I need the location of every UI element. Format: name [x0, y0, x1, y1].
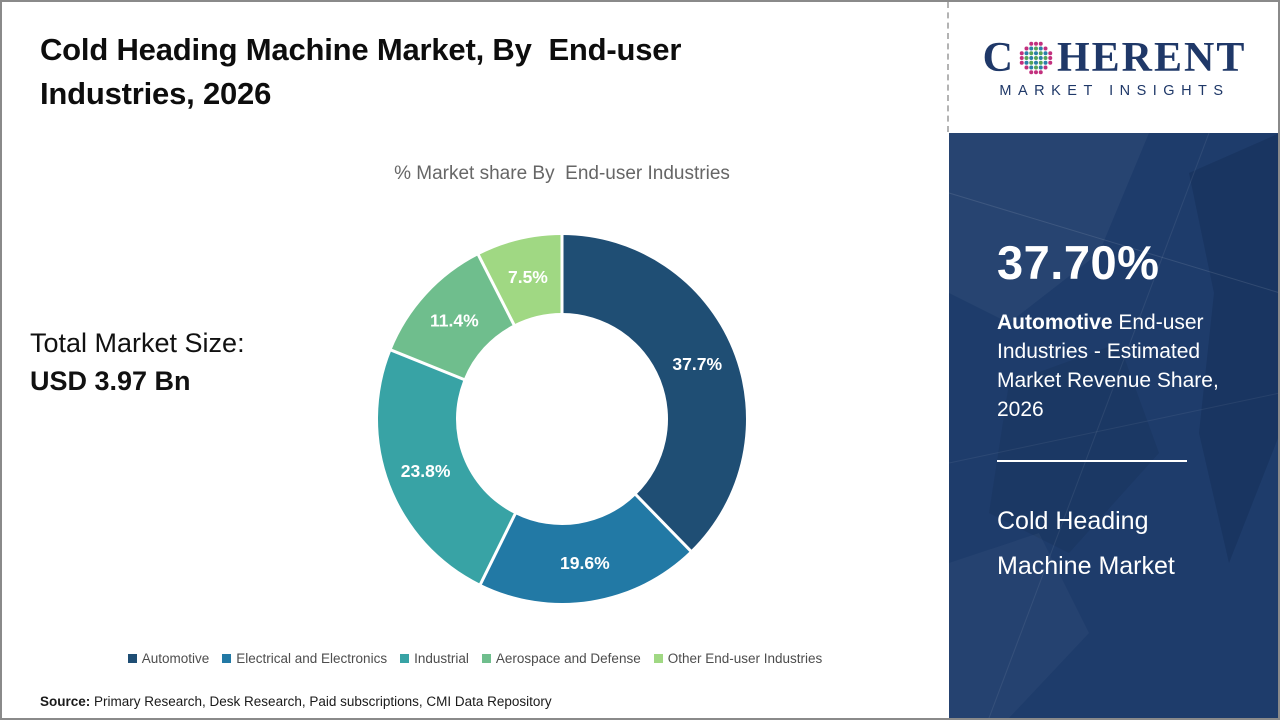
brand-logo-wordmark: C HERENT: [983, 37, 1247, 79]
globe-dot: [1048, 55, 1053, 60]
legend-label: Automotive: [141, 651, 210, 666]
legend-swatch-icon: [222, 654, 232, 663]
sidebar-market-name: Cold Heading Machine Market: [997, 507, 1175, 580]
highlight-stat-description: Automotive End-user Industries - Estimat…: [997, 309, 1249, 425]
legend-label: Aerospace and Defense: [495, 651, 641, 666]
brand-logo: C HERENT MARKET INSIGHTS: [949, 2, 1278, 133]
globe-dot: [1048, 50, 1053, 55]
donut-segment-aerospace-and-defense: [391, 255, 514, 380]
logo-separator-dashed-line: [947, 2, 949, 132]
globe-dot: [1019, 50, 1024, 55]
donut-label-aerospace-and-defense: 11.4%: [430, 310, 479, 330]
donut-label-other-end-user-industries: 7.5%: [508, 267, 548, 287]
source-label: Source:: [40, 694, 91, 709]
legend-item-electrical-and-electronics: Electrical and Electronics: [222, 651, 387, 666]
legend-item-industrial: Industrial: [400, 651, 469, 666]
globe-dot: [1033, 69, 1038, 74]
donut-label-electrical-and-electronics: 19.6%: [560, 553, 610, 573]
globe-dot: [1029, 50, 1034, 55]
globe-dot: [1043, 50, 1048, 55]
main-panel: Cold Heading Machine Market, By End-user…: [2, 2, 948, 718]
globe-dot: [1024, 65, 1029, 69]
brand-logo-letters: HERENT: [1056, 34, 1247, 81]
globe-dot: [1038, 60, 1043, 65]
globe-dot: [1029, 69, 1034, 74]
segment-separator: [388, 348, 467, 382]
donut-segment-other-end-user-industries: [478, 235, 562, 325]
highlight-stat-value: 37.70%: [997, 236, 1160, 289]
globe-dot: [1038, 50, 1043, 55]
globe-dot: [1043, 55, 1048, 60]
globe-dot: [1024, 50, 1029, 55]
total-market-size-label: Total Market Size:: [30, 328, 245, 358]
highlight-stat-category: Automotive: [997, 311, 1113, 334]
globe-dot: [1038, 69, 1043, 74]
donut-chart-svg: 37.7% 19.6% 23.8% 11.4% 7.5%: [378, 233, 746, 603]
legend-swatch-icon: [481, 654, 491, 663]
globe-dot: [1038, 46, 1043, 50]
donut-chart: 37.7% 19.6% 23.8% 11.4% 7.5%: [362, 219, 762, 619]
sidebar-divider: [997, 460, 1187, 462]
globe-dot: [1038, 55, 1043, 60]
chart-subtitle: % Market share By End-user Industries: [394, 163, 730, 184]
donut-segment-electrical-and-electronics: [480, 494, 691, 603]
globe-dot: [1029, 41, 1034, 46]
globe-dot: [1038, 65, 1043, 69]
segment-separator: [478, 511, 518, 587]
sidebar-panel: 37.70% Automotive End-user Industries - …: [949, 133, 1278, 718]
globe-dot: [1019, 60, 1024, 65]
globe-dot: [1029, 46, 1034, 50]
total-market-size: Total Market Size: USD 3.97 Bn: [30, 324, 245, 401]
globe-dot: [1033, 55, 1038, 60]
legend-label: Industrial: [414, 651, 469, 666]
highlight-stat-rest: End-user Industries - Estimated Market R…: [997, 311, 1219, 421]
source-text: Primary Research, Desk Research, Paid su…: [90, 694, 552, 709]
segment-separator: [476, 252, 517, 328]
brand-logo-tagline: MARKET INSIGHTS: [999, 82, 1230, 99]
segment-separator: [633, 492, 693, 554]
donut-segment-automotive: [562, 235, 746, 551]
donut-segment-industrial: [378, 350, 516, 584]
globe-dot: [1029, 55, 1034, 60]
globe-dot: [1033, 41, 1038, 46]
legend-label: Electrical and Electronics: [236, 651, 388, 666]
legend-item-other-end-user-industries: Other End-user Industries: [653, 651, 823, 666]
globe-dot: [1048, 60, 1053, 65]
globe-dot: [1043, 46, 1048, 50]
donut-label-automotive: 37.7%: [672, 354, 722, 374]
dot-globe-icon: [1019, 41, 1053, 74]
brand-logo-letter-c: C: [982, 34, 1015, 81]
donut-label-industrial: 23.8%: [401, 461, 451, 481]
globe-dot: [1043, 60, 1048, 65]
total-market-size-value: USD 3.97 Bn: [30, 366, 191, 397]
legend-label: Other End-user Industries: [667, 651, 823, 666]
legend-swatch-icon: [127, 654, 137, 663]
chart-legend: Automotive Electrical and Electronics Indu…: [2, 651, 948, 666]
globe-dot: [1033, 60, 1038, 65]
globe-dot: [1033, 65, 1038, 69]
globe-dot: [1033, 46, 1038, 50]
page-title: Cold Heading Machine Market, By End-user…: [40, 32, 682, 112]
globe-dot: [1029, 60, 1034, 65]
source-note: Source: Primary Research, Desk Research,…: [40, 694, 552, 709]
legend-swatch-icon: [400, 654, 410, 663]
globe-dot: [1024, 46, 1029, 50]
globe-dot: [1038, 41, 1043, 46]
world-map-background: [949, 133, 1278, 718]
globe-dot: [1029, 65, 1034, 69]
globe-dot: [1019, 55, 1024, 60]
right-column: C HERENT MARKET INSIGHTS 37.70% Automoti…: [949, 2, 1278, 718]
globe-dot: [1043, 65, 1048, 69]
globe-dot: [1024, 60, 1029, 65]
globe-dot: [1024, 55, 1029, 60]
globe-dot: [1033, 50, 1038, 55]
legend-item-automotive: Automotive: [127, 651, 210, 666]
legend-swatch-icon: [653, 654, 663, 663]
legend-item-aerospace-and-defense: Aerospace and Defense: [481, 651, 641, 666]
